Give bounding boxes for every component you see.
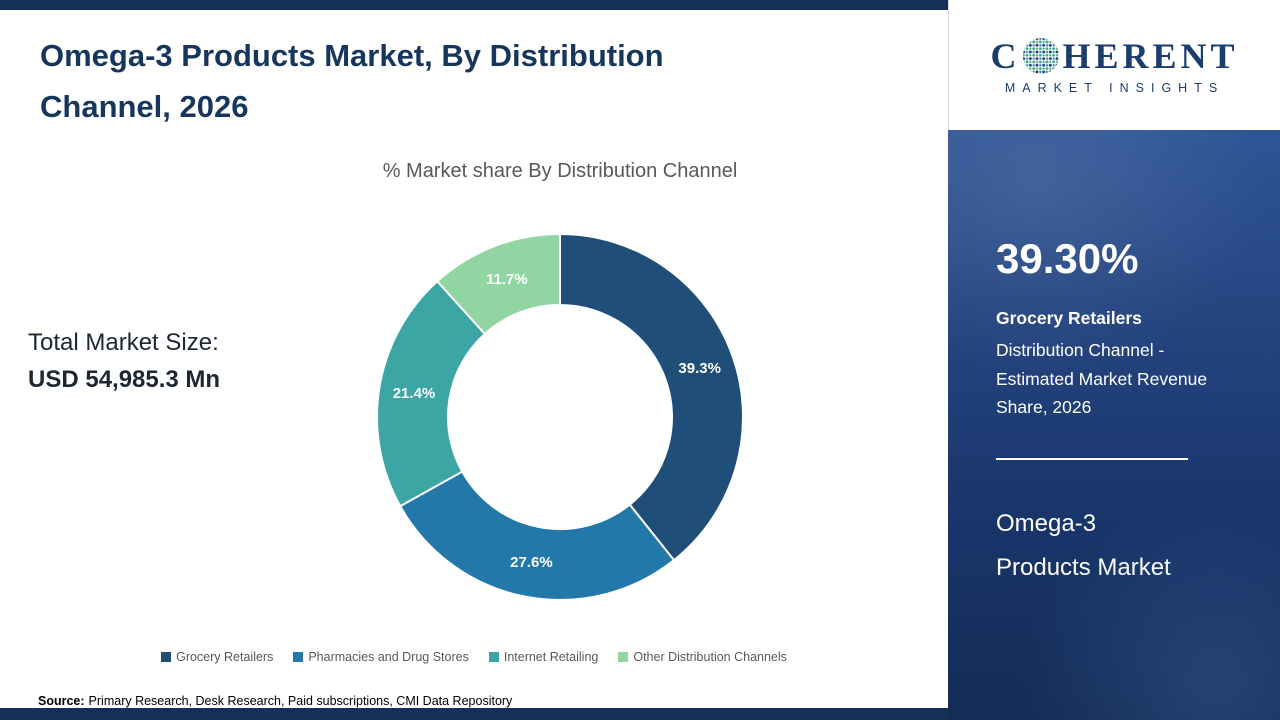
stat-category: Grocery Retailers bbox=[996, 308, 1142, 328]
logo: C HERENT bbox=[990, 35, 1238, 77]
legend-label: Grocery Retailers bbox=[176, 650, 274, 664]
page-title: Omega-3 Products Market, By Distribution… bbox=[40, 30, 860, 132]
stat-description: Distribution Channel - Estimated Market … bbox=[996, 340, 1208, 417]
sidebar-body: 39.30% Grocery Retailers Distribution Ch… bbox=[948, 130, 1280, 720]
sidebar-divider bbox=[996, 458, 1188, 460]
page-title-line1: Omega-3 Products Market, By Distribution bbox=[40, 38, 664, 73]
pie-slice bbox=[435, 232, 561, 336]
legend-swatch bbox=[293, 652, 304, 662]
logo-subtitle: MARKET INSIGHTS bbox=[1004, 81, 1225, 95]
stat-value: 39.30% bbox=[996, 235, 1139, 282]
total-market-size: Total Market Size: USD 54,985.3 Mn bbox=[28, 326, 220, 400]
total-market-size-value: USD 54,985.3 Mn bbox=[28, 366, 221, 393]
logo-area: C HERENT MARKET INSIGHTS bbox=[948, 0, 1280, 130]
logo-text-suffix: HERENT bbox=[1062, 36, 1239, 76]
legend-label: Internet Retailing bbox=[503, 650, 599, 664]
page-title-line2: Channel, 2026 bbox=[40, 89, 249, 124]
pie-slice bbox=[398, 470, 676, 601]
donut-chart: 39.3% 27.6% 21.4% 11.7% bbox=[376, 232, 744, 601]
chart-title: % Market share By Distribution Channel bbox=[382, 160, 738, 182]
legend-item: Other Distribution Channels bbox=[618, 650, 787, 664]
pie-slice bbox=[559, 232, 744, 562]
product-name-line2: Products Market bbox=[996, 554, 1171, 581]
donut-chart-container: 39.3% 27.6% 21.4% 11.7% bbox=[375, 232, 745, 602]
pie-slice-label: 27.6% bbox=[510, 554, 553, 571]
pie-slice-label: 39.3% bbox=[678, 360, 721, 377]
bottom-stripe bbox=[0, 708, 948, 720]
globe-dots-icon bbox=[1023, 37, 1060, 75]
legend-label: Pharmacies and Drug Stores bbox=[308, 650, 469, 664]
legend-item: Internet Retailing bbox=[488, 650, 599, 664]
chart-legend: Grocery Retailers Pharmacies and Drug Sto… bbox=[0, 650, 948, 664]
legend-swatch bbox=[488, 652, 499, 662]
source-text: Primary Research, Desk Research, Paid su… bbox=[88, 694, 513, 708]
sidebar: C HERENT MARKET INSIGHTS 39.30% Grocery … bbox=[948, 0, 1280, 720]
legend-item: Grocery Retailers bbox=[161, 650, 273, 664]
product-name: Omega-3 Products Market bbox=[996, 502, 1171, 590]
legend-label: Other Distribution Channels bbox=[633, 650, 787, 664]
source-label: Source: bbox=[38, 694, 85, 708]
legend-item: Pharmacies and Drug Stores bbox=[293, 650, 469, 664]
pie-slice-label: 11.7% bbox=[486, 271, 528, 288]
source-line: Source: Primary Research, Desk Research, … bbox=[38, 694, 512, 708]
main-panel: Omega-3 Products Market, By Distribution… bbox=[0, 0, 948, 720]
pie-slice-label: 21.4% bbox=[393, 385, 436, 402]
product-name-line1: Omega-3 bbox=[996, 510, 1097, 537]
legend-swatch bbox=[161, 652, 172, 662]
top-stripe bbox=[0, 0, 948, 10]
legend-swatch bbox=[618, 652, 629, 662]
logo-text-prefix: C bbox=[990, 36, 1021, 76]
total-market-size-label: Total Market Size: bbox=[28, 329, 219, 356]
